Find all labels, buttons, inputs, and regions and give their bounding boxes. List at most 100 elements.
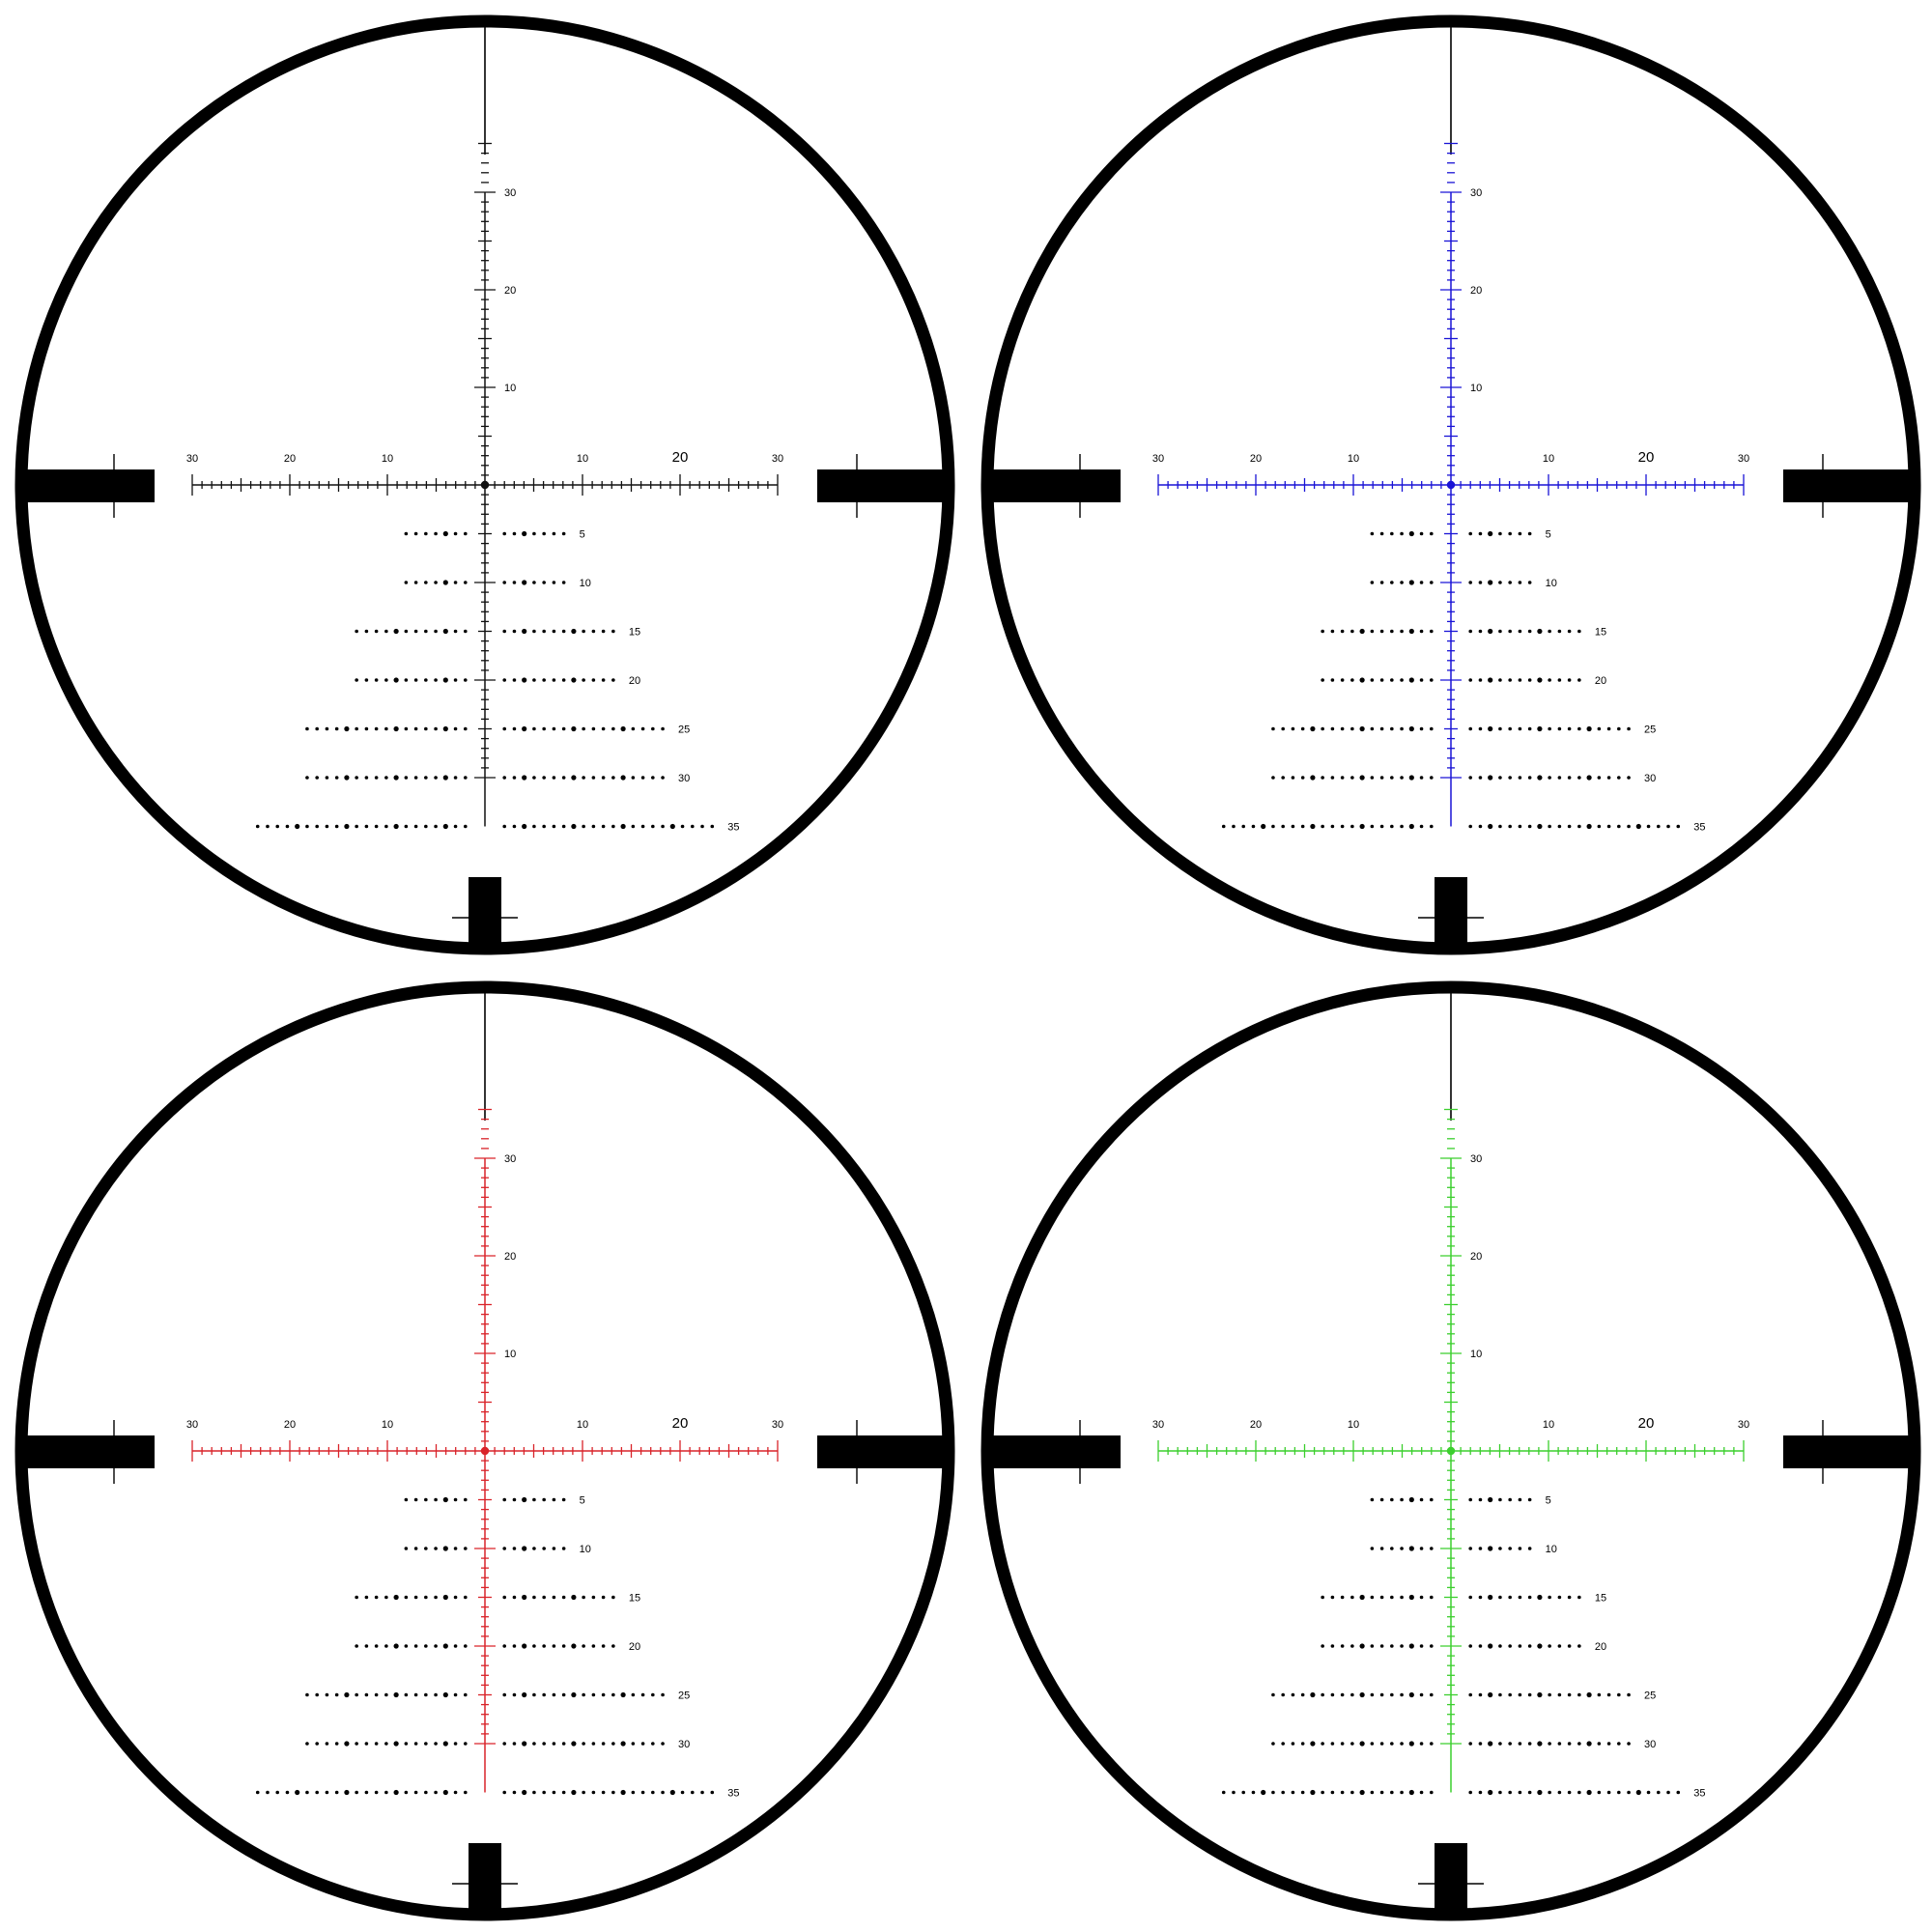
holdover-dot (1379, 629, 1384, 634)
holdover-dot (591, 1742, 596, 1746)
holdover-dot (1468, 531, 1472, 536)
horizontal-tick-label: 30 (1738, 1419, 1749, 1431)
holdover-dot (1379, 1595, 1384, 1600)
post-bottom (469, 1843, 501, 1920)
holdover-dot (542, 824, 546, 829)
holdover-dot (374, 776, 379, 780)
holdover-dot (1488, 775, 1493, 781)
holdover-dot (355, 678, 358, 682)
holdover-dot (552, 581, 556, 584)
holdover-dot (522, 725, 527, 732)
holdover-dot (1350, 1742, 1354, 1746)
holdover-dot (464, 726, 468, 731)
holdover-dot (502, 581, 506, 584)
holdover-dot (1646, 1790, 1651, 1795)
holdover-row-label: 25 (1644, 724, 1656, 736)
holdover-dot (364, 678, 369, 682)
holdover-dot (305, 1790, 309, 1795)
holdover-dot (355, 1790, 358, 1795)
holdover-dot (1221, 1790, 1226, 1795)
horizontal-tick-label: 20 (284, 453, 296, 465)
vertical-tick-label: 10 (1470, 1349, 1482, 1360)
holdover-dot (1400, 1644, 1404, 1648)
holdover-dot (1468, 1692, 1472, 1697)
post-bottom (469, 877, 501, 954)
holdover-dot (1586, 775, 1592, 781)
holdover-dot (1537, 1691, 1543, 1698)
holdover-dot (1430, 1644, 1434, 1648)
holdover-dot (393, 1789, 399, 1796)
holdover-dot (1379, 581, 1384, 584)
holdover-dot (1310, 775, 1316, 781)
holdover-dot (690, 824, 695, 829)
holdover-dot (1488, 1643, 1493, 1649)
holdover-dot (1370, 581, 1375, 584)
holdover-dot (1557, 1790, 1562, 1795)
holdover-dot (1408, 1691, 1414, 1698)
holdover-dot (561, 1497, 566, 1502)
holdover-dot (325, 776, 329, 780)
holdover-dot (1271, 1742, 1275, 1746)
holdover-dot (631, 1742, 636, 1746)
holdover-dot (464, 1595, 468, 1600)
holdover-dot (1390, 1692, 1394, 1697)
holdover-dot (512, 1692, 517, 1697)
holdover-dot (1508, 1644, 1512, 1648)
holdover-dot (1271, 824, 1275, 829)
holdover-dot (1567, 776, 1572, 780)
holdover-dot (1586, 1789, 1592, 1796)
holdover-dot (1408, 530, 1414, 537)
holdover-dot (1498, 1742, 1502, 1746)
holdover-dot (1379, 1742, 1384, 1746)
reticle-green: 30 20 10 30 20 10 10 20 30 5 10 15 20 25 30 35 (966, 966, 1932, 1932)
holdover-dot (512, 824, 517, 829)
holdover-dot (611, 1692, 615, 1697)
holdover-dot (404, 776, 409, 780)
holdover-dot (1400, 678, 1404, 682)
horizontal-tick-label: 10 (1348, 453, 1359, 465)
holdover-dot (1666, 1790, 1670, 1795)
holdover-dot (393, 1741, 399, 1747)
holdover-dot (413, 1497, 418, 1502)
holdover-dot (1548, 1595, 1551, 1600)
holdover-dot (502, 1644, 506, 1648)
holdover-dot (582, 726, 585, 731)
holdover-dot (552, 1595, 556, 1600)
holdover-dot (1478, 678, 1483, 682)
holdover-dot (532, 726, 536, 731)
holdover-dot (1330, 1644, 1335, 1648)
holdover-dot (561, 824, 566, 829)
holdover-dot (1390, 1497, 1394, 1502)
holdover-dot (1518, 1547, 1522, 1550)
horizontal-tick-label: 30 (772, 1419, 783, 1431)
holdover-dot (1379, 1692, 1384, 1697)
holdover-dot (1350, 1790, 1354, 1795)
holdover-row-label: 25 (678, 1690, 690, 1702)
holdover-dot (453, 629, 458, 634)
holdover-dot (601, 1790, 606, 1795)
holdover-dot (512, 1497, 517, 1502)
holdover-dot (1468, 824, 1472, 829)
holdover-dot (1508, 1692, 1512, 1697)
holdover-dot (315, 1790, 319, 1795)
holdover-dot (1627, 776, 1631, 780)
holdover-dot (522, 530, 527, 537)
holdover-dot (620, 725, 626, 732)
holdover-dot (1370, 1497, 1375, 1502)
holdover-dot (442, 1741, 448, 1747)
holdover-dot (620, 1789, 626, 1796)
holdover-dot (1370, 1547, 1375, 1550)
holdover-dot (680, 1790, 685, 1795)
holdover-dot (255, 1790, 260, 1795)
holdover-dot (1508, 1742, 1512, 1746)
holdover-dot (542, 1644, 546, 1648)
holdover-dot (1666, 824, 1670, 829)
holdover-dot (1498, 824, 1502, 829)
holdover-row-label: 35 (1693, 1788, 1705, 1800)
holdover-dot (413, 1790, 418, 1795)
holdover-dot (1676, 1790, 1681, 1795)
holdover-dot (552, 726, 556, 731)
holdover-dot (661, 726, 665, 731)
holdover-dot (1419, 1742, 1424, 1746)
holdover-dot (1656, 1790, 1661, 1795)
